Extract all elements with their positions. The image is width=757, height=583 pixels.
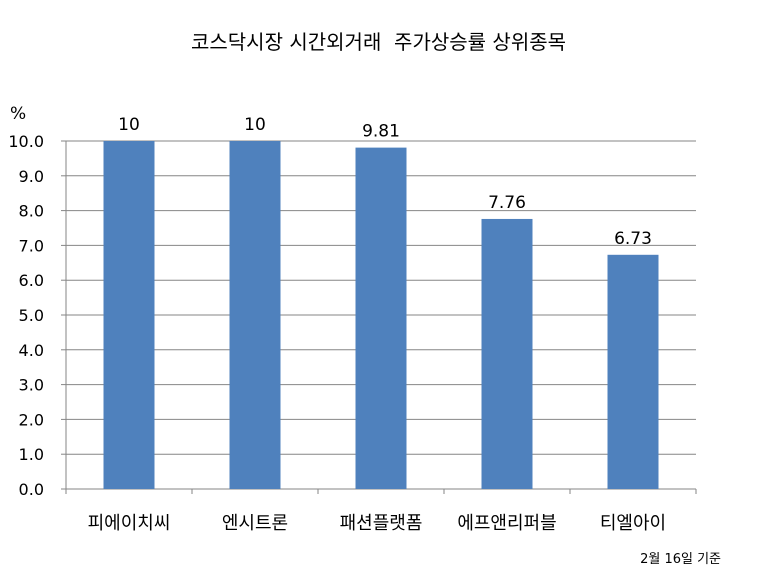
data-label: 6.73 [614, 229, 652, 249]
y-axis-unit-label: % [10, 104, 27, 124]
x-category-label: 엔시트론 [222, 513, 288, 534]
bar [355, 147, 407, 489]
x-category-label: 피에이치씨 [88, 513, 171, 534]
y-tick-label: 6.0 [19, 271, 44, 290]
bar [103, 141, 155, 489]
labels: 0.0 1.0 2.0 3.0 4.0 5.0 6.0 7.0 8.0 9.0 10.0 10 피에이치… [8, 115, 666, 534]
data-label: 7.76 [488, 193, 526, 213]
x-category-label: 에프앤리퍼블 [457, 513, 556, 534]
data-label: 10 [118, 115, 140, 135]
data-label: 10 [244, 115, 266, 135]
bar [481, 218, 533, 489]
y-tick-label: 10.0 [8, 132, 44, 151]
bars [103, 141, 659, 489]
y-tick-label: 2.0 [19, 410, 44, 429]
x-category-label: 티엘아이 [600, 513, 666, 534]
y-tick-label: 5.0 [19, 306, 44, 325]
bar [607, 254, 659, 489]
x-category-label: 패션플랫폼 [340, 513, 423, 534]
data-label: 9.81 [362, 122, 400, 142]
date-note: 2월 16일 기준 [640, 552, 721, 567]
y-tick-label: 4.0 [19, 341, 44, 360]
y-tick-label: 7.0 [19, 236, 44, 255]
y-tick-label: 0.0 [19, 480, 44, 499]
bar [229, 141, 281, 489]
chart-title: 코스닥시장 시간외거래 주가상승률 상위종목 [190, 30, 567, 54]
y-tick-label: 3.0 [19, 376, 44, 395]
y-tick-label: 9.0 [19, 167, 44, 186]
y-tick-label: 1.0 [19, 445, 44, 464]
y-tick-label: 8.0 [19, 202, 44, 221]
